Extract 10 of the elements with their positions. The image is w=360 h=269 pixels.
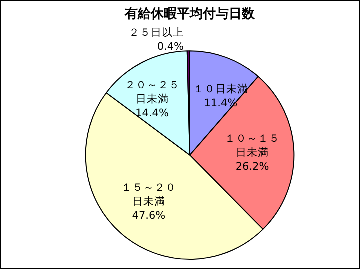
data-label: 14.4% [136, 108, 169, 120]
slice-label: １０日未満 [193, 82, 248, 96]
slice-label: １５～２０日未満 [121, 182, 176, 208]
slice-label: ２５日以上 [129, 26, 184, 39]
slice-label: ２０～２５日未満 [124, 80, 180, 106]
slice-label: １０～１５日未満 [224, 133, 280, 160]
data-label: 0.4% [157, 40, 184, 53]
chart-title: 有給休暇平均付与日数 [124, 7, 256, 22]
data-label: 47.6% [132, 210, 166, 222]
data-label: 26.2% [236, 161, 270, 174]
